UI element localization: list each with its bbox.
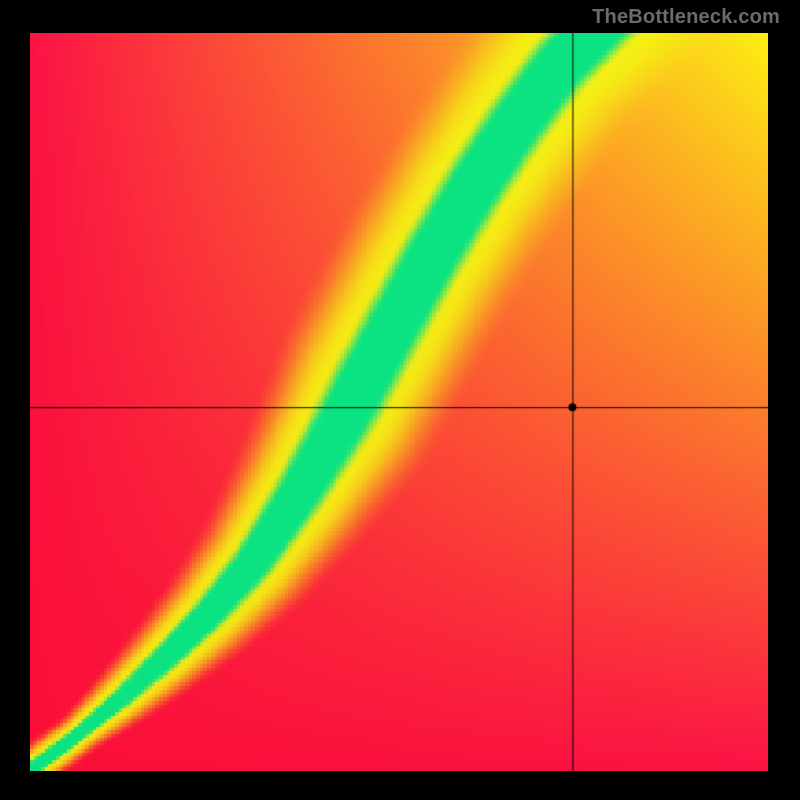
crosshair-overlay bbox=[30, 33, 768, 771]
chart-container: { "watermark": { "text": "TheBottleneck.… bbox=[0, 0, 800, 800]
watermark-text: TheBottleneck.com bbox=[592, 6, 780, 29]
